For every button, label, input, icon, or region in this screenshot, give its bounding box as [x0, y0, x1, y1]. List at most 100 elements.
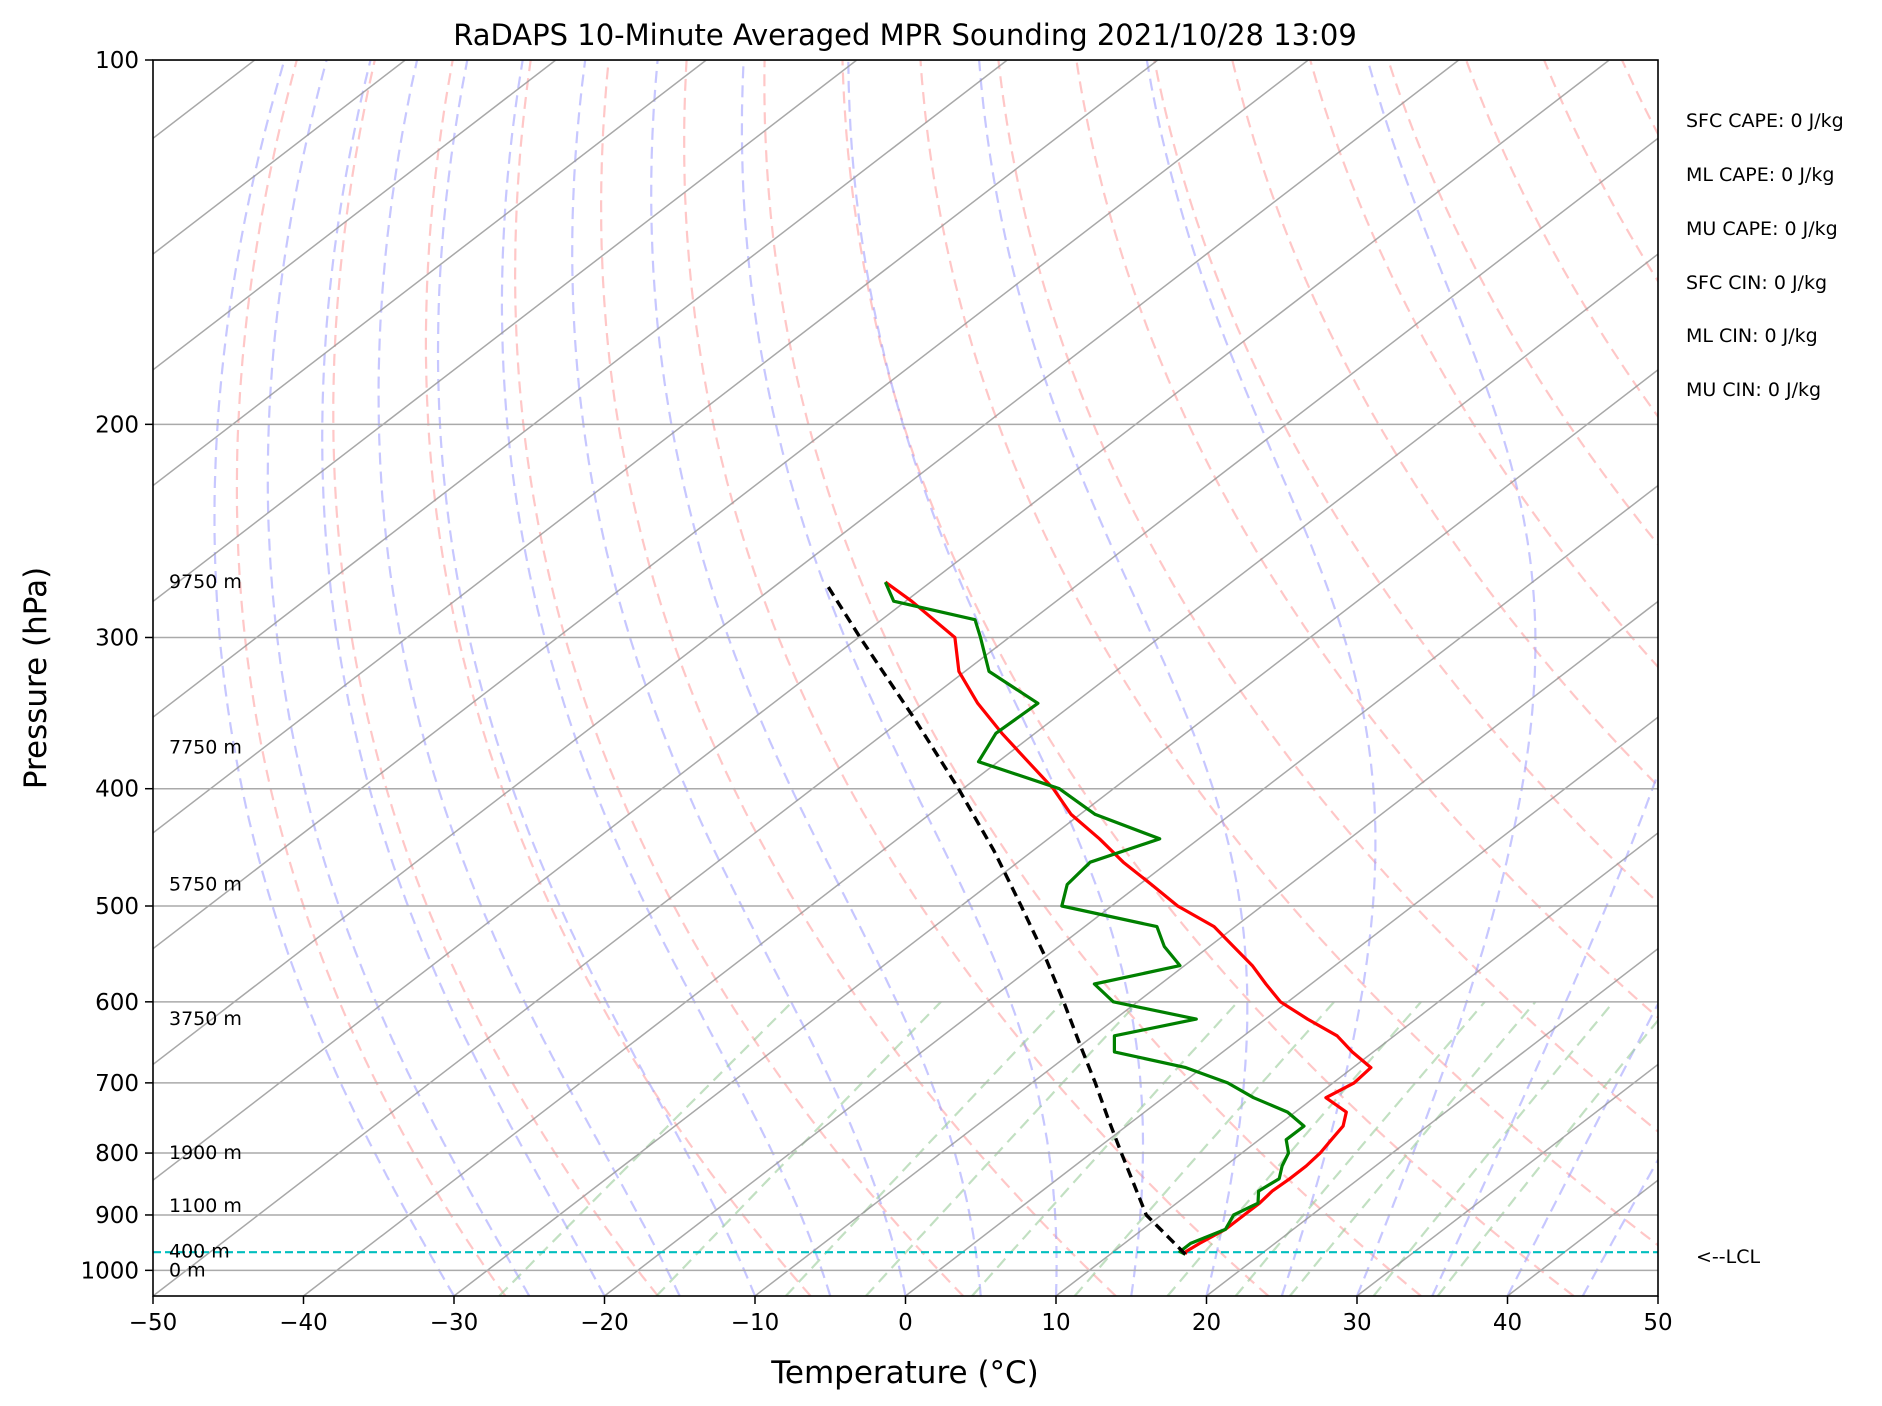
dry-adiabat: [1231, 60, 1658, 788]
dry-adiabat: [1620, 60, 1658, 137]
dewpoint-line: [883, 581, 1306, 1256]
mixing-ratio-line: [865, 1001, 1140, 1296]
isotherm: [1055, 831, 1658, 1296]
dry-adiabat: [1075, 60, 1658, 1020]
stat-mu-cape: MU CAPE: 0 J/kg: [1686, 218, 1838, 240]
isotherm: [153, 60, 1610, 1182]
height-label: 7750 m: [169, 737, 242, 759]
x-tick-label: 40: [1493, 1310, 1522, 1336]
dry-adiabat: [332, 60, 659, 1296]
grid-lines: [153, 60, 1882, 1296]
isotherm: [1206, 947, 1658, 1296]
dry-adiabat: [1465, 60, 1658, 419]
mixing-ratio-line: [1372, 1001, 1615, 1296]
moist-adiabat: [266, 60, 531, 1296]
x-tick-label: −10: [731, 1310, 780, 1336]
x-tick-label: 10: [1041, 1310, 1070, 1336]
mixing-ratio-line: [784, 1001, 1064, 1296]
mixing-ratio-line: [498, 1001, 794, 1296]
moist-adiabat: [436, 60, 757, 1296]
x-tick-label: 20: [1192, 1310, 1221, 1336]
isotherm: [153, 60, 557, 371]
x-tick-label: −30: [430, 1310, 479, 1336]
y-tick-label: 100: [95, 48, 139, 74]
dry-adiabat: [997, 60, 1658, 1134]
moist-adiabat: [650, 60, 982, 1296]
height-labels: 9750 m 7750 m 5750 m 3750 m 1900 m 1100 m 400 …: [169, 571, 242, 1281]
height-label: 5750 m: [169, 874, 242, 896]
dry-adiabat: [683, 60, 1270, 1296]
dry-adiabat: [424, 60, 812, 1296]
dry-adiabat: [235, 60, 507, 1296]
mixing-ratio-line: [1073, 1001, 1336, 1296]
moist-adiabat: [740, 60, 1058, 1296]
x-axis-label: Temperature (°C): [770, 1355, 1039, 1391]
y-axis-label: Pressure (hPa): [18, 567, 54, 789]
lcl-label: <--LCL: [1696, 1246, 1761, 1268]
moist-adiabat: [1145, 60, 1377, 1296]
x-axis: −50 −40 −30 −20 −10 0 10 20 30 40 50: [129, 1296, 1673, 1336]
dry-adiabat: [1309, 60, 1658, 669]
isotherm: [1356, 1063, 1658, 1296]
dry-adiabat: [513, 60, 964, 1296]
parcel-line: [823, 581, 1187, 1256]
isotherm: [153, 60, 1159, 834]
y-tick-label: 800: [95, 1141, 139, 1167]
moist-adiabat: [321, 60, 606, 1296]
isotherm: [453, 368, 1658, 1296]
x-tick-label: −50: [129, 1310, 178, 1336]
dry-adiabat: [763, 60, 1422, 1296]
height-label: 3750 m: [169, 1008, 242, 1030]
dry-adiabat: [841, 60, 1575, 1296]
isotherm: [604, 484, 1658, 1296]
height-label: 1900 m: [169, 1142, 242, 1164]
dry-adiabat: [1387, 60, 1658, 547]
isotherm: [905, 716, 1658, 1296]
dry-adiabat: [919, 60, 1658, 1247]
stat-sfc-cape: SFC CAPE: 0 J/kg: [1686, 110, 1844, 132]
x-tick-label: 50: [1643, 1310, 1672, 1336]
y-tick-label: 400: [95, 777, 139, 803]
moist-adiabat: [1657, 1293, 1658, 1296]
stat-sfc-cin: SFC CIN: 0 J/kg: [1686, 272, 1828, 294]
y-axis: 100 200 300 400 500 600 700 800 900 1000: [80, 48, 153, 1284]
height-label: 400 m: [169, 1241, 230, 1263]
x-tick-label: 0: [898, 1310, 913, 1336]
moist-adiabat: [1581, 1157, 1658, 1296]
y-tick-label: 1000: [80, 1258, 139, 1284]
moist-adiabat: [213, 60, 455, 1296]
dry-adiabat: [1778, 60, 1882, 1296]
isotherm: [153, 60, 707, 487]
y-tick-label: 700: [95, 1071, 139, 1097]
dry-adiabat: [1856, 60, 1882, 1296]
stat-ml-cape: ML CAPE: 0 J/kg: [1686, 164, 1835, 186]
isotherm: [1657, 1295, 1658, 1296]
moist-adiabat: [847, 60, 1145, 1296]
y-tick-label: 300: [95, 625, 139, 651]
data-lines: [153, 580, 1658, 1256]
stat-mu-cin: MU CIN: 0 J/kg: [1686, 379, 1822, 401]
moist-adiabat: [1506, 1001, 1658, 1296]
isotherm: [1507, 1179, 1658, 1296]
moist-adiabat: [1355, 60, 1537, 1296]
dry-adiabat: [1700, 60, 1882, 1296]
moist-adiabat: [978, 60, 1249, 1296]
y-tick-label: 900: [95, 1203, 139, 1229]
x-tick-label: −40: [279, 1310, 328, 1336]
isotherm: [153, 60, 1008, 719]
y-tick-label: 200: [95, 412, 139, 438]
moist-adiabat: [571, 60, 907, 1296]
isotherm: [153, 60, 858, 603]
isotherm: [153, 60, 1309, 950]
height-label: 9750 m: [169, 571, 242, 593]
dry-adiabat: [599, 60, 1117, 1296]
isotherm: [1809, 60, 1882, 1296]
dry-adiabat: [1543, 60, 1658, 284]
stat-ml-cin: ML CIN: 0 J/kg: [1686, 325, 1818, 347]
background-lines: [213, 60, 1882, 1296]
moist-adiabat: [377, 60, 681, 1296]
isotherm: [153, 60, 1460, 1066]
x-tick-label: 30: [1342, 1310, 1371, 1336]
moist-adiabat: [500, 60, 832, 1296]
